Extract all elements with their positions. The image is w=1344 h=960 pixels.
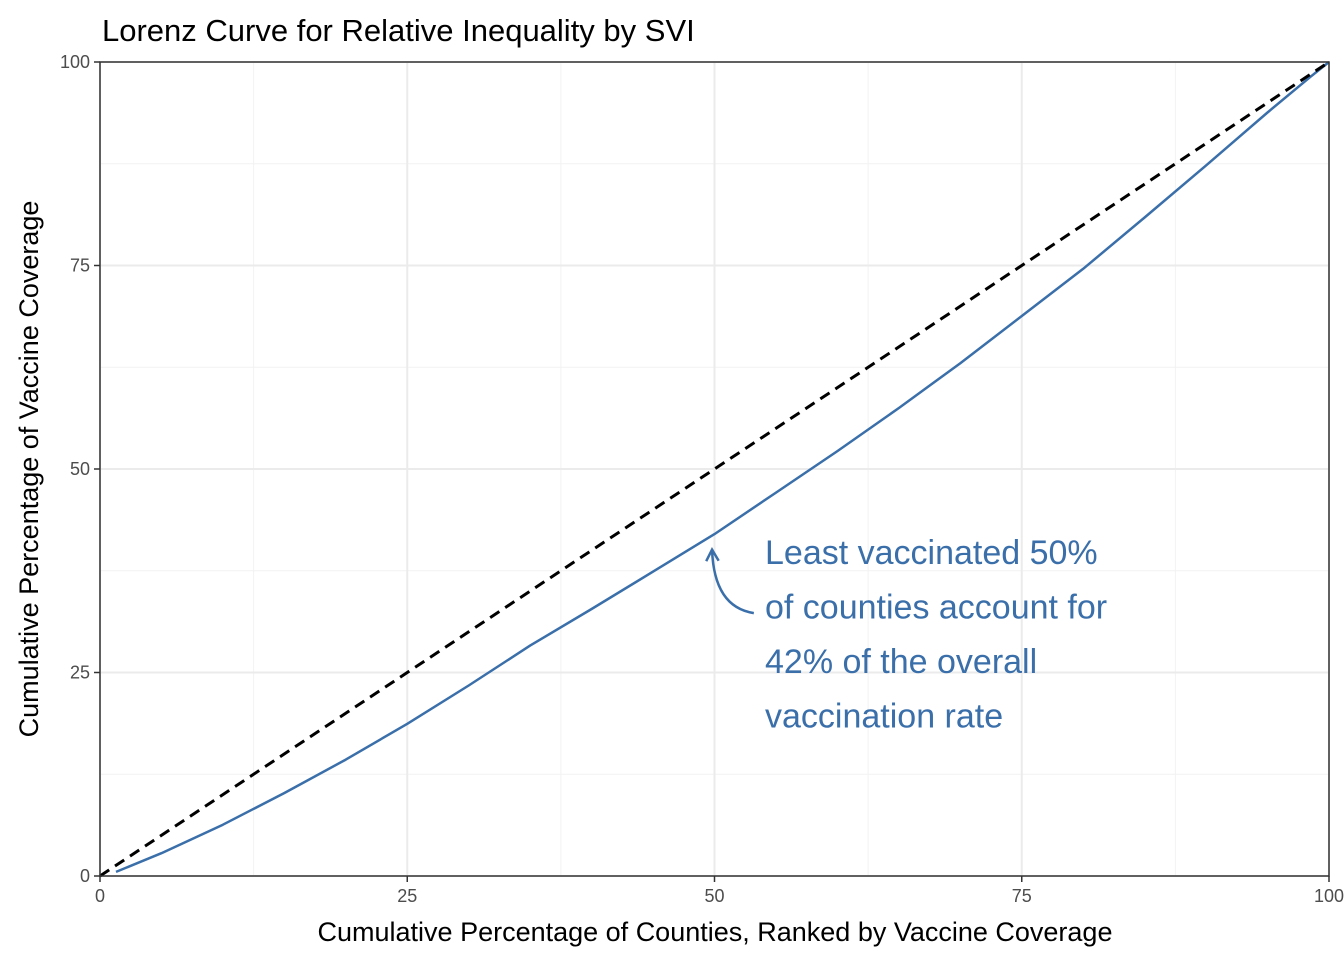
annotation-text-line: 42% of the overall <box>765 643 1037 681</box>
x-tick-label: 25 <box>397 886 417 906</box>
x-tick-label: 50 <box>704 886 724 906</box>
chart-title: Lorenz Curve for Relative Inequality by … <box>102 13 695 48</box>
axis-ticks: 0 25 50 75 100 0 25 50 75 100 <box>60 52 1344 906</box>
y-tick-label: 100 <box>60 52 90 72</box>
annotation-arrow <box>710 549 755 615</box>
x-tick-label: 100 <box>1314 886 1344 906</box>
annotation-group: Least vaccinated 50% of counties account … <box>705 534 1107 736</box>
annotation-arrowhead <box>705 546 720 562</box>
y-axis-title: Cumulative Percentage of Vaccine Coverag… <box>14 201 44 738</box>
y-tick-label: 25 <box>70 663 90 683</box>
x-axis-title: Cumulative Percentage of Counties, Ranke… <box>318 917 1113 947</box>
equality-line <box>99 60 1330 878</box>
lorenz-curve <box>115 61 1330 874</box>
annotation-text-line: vaccination rate <box>765 698 1003 736</box>
annotation-text-line: of counties account for <box>765 589 1107 627</box>
y-tick-label: 50 <box>70 459 90 479</box>
y-tick-label: 75 <box>70 256 90 276</box>
y-tick-label: 0 <box>80 866 90 886</box>
plot-series <box>99 60 1330 878</box>
annotation-text-line: Least vaccinated 50% <box>765 534 1098 572</box>
x-tick-label: 0 <box>95 886 105 906</box>
x-tick-label: 75 <box>1012 886 1032 906</box>
